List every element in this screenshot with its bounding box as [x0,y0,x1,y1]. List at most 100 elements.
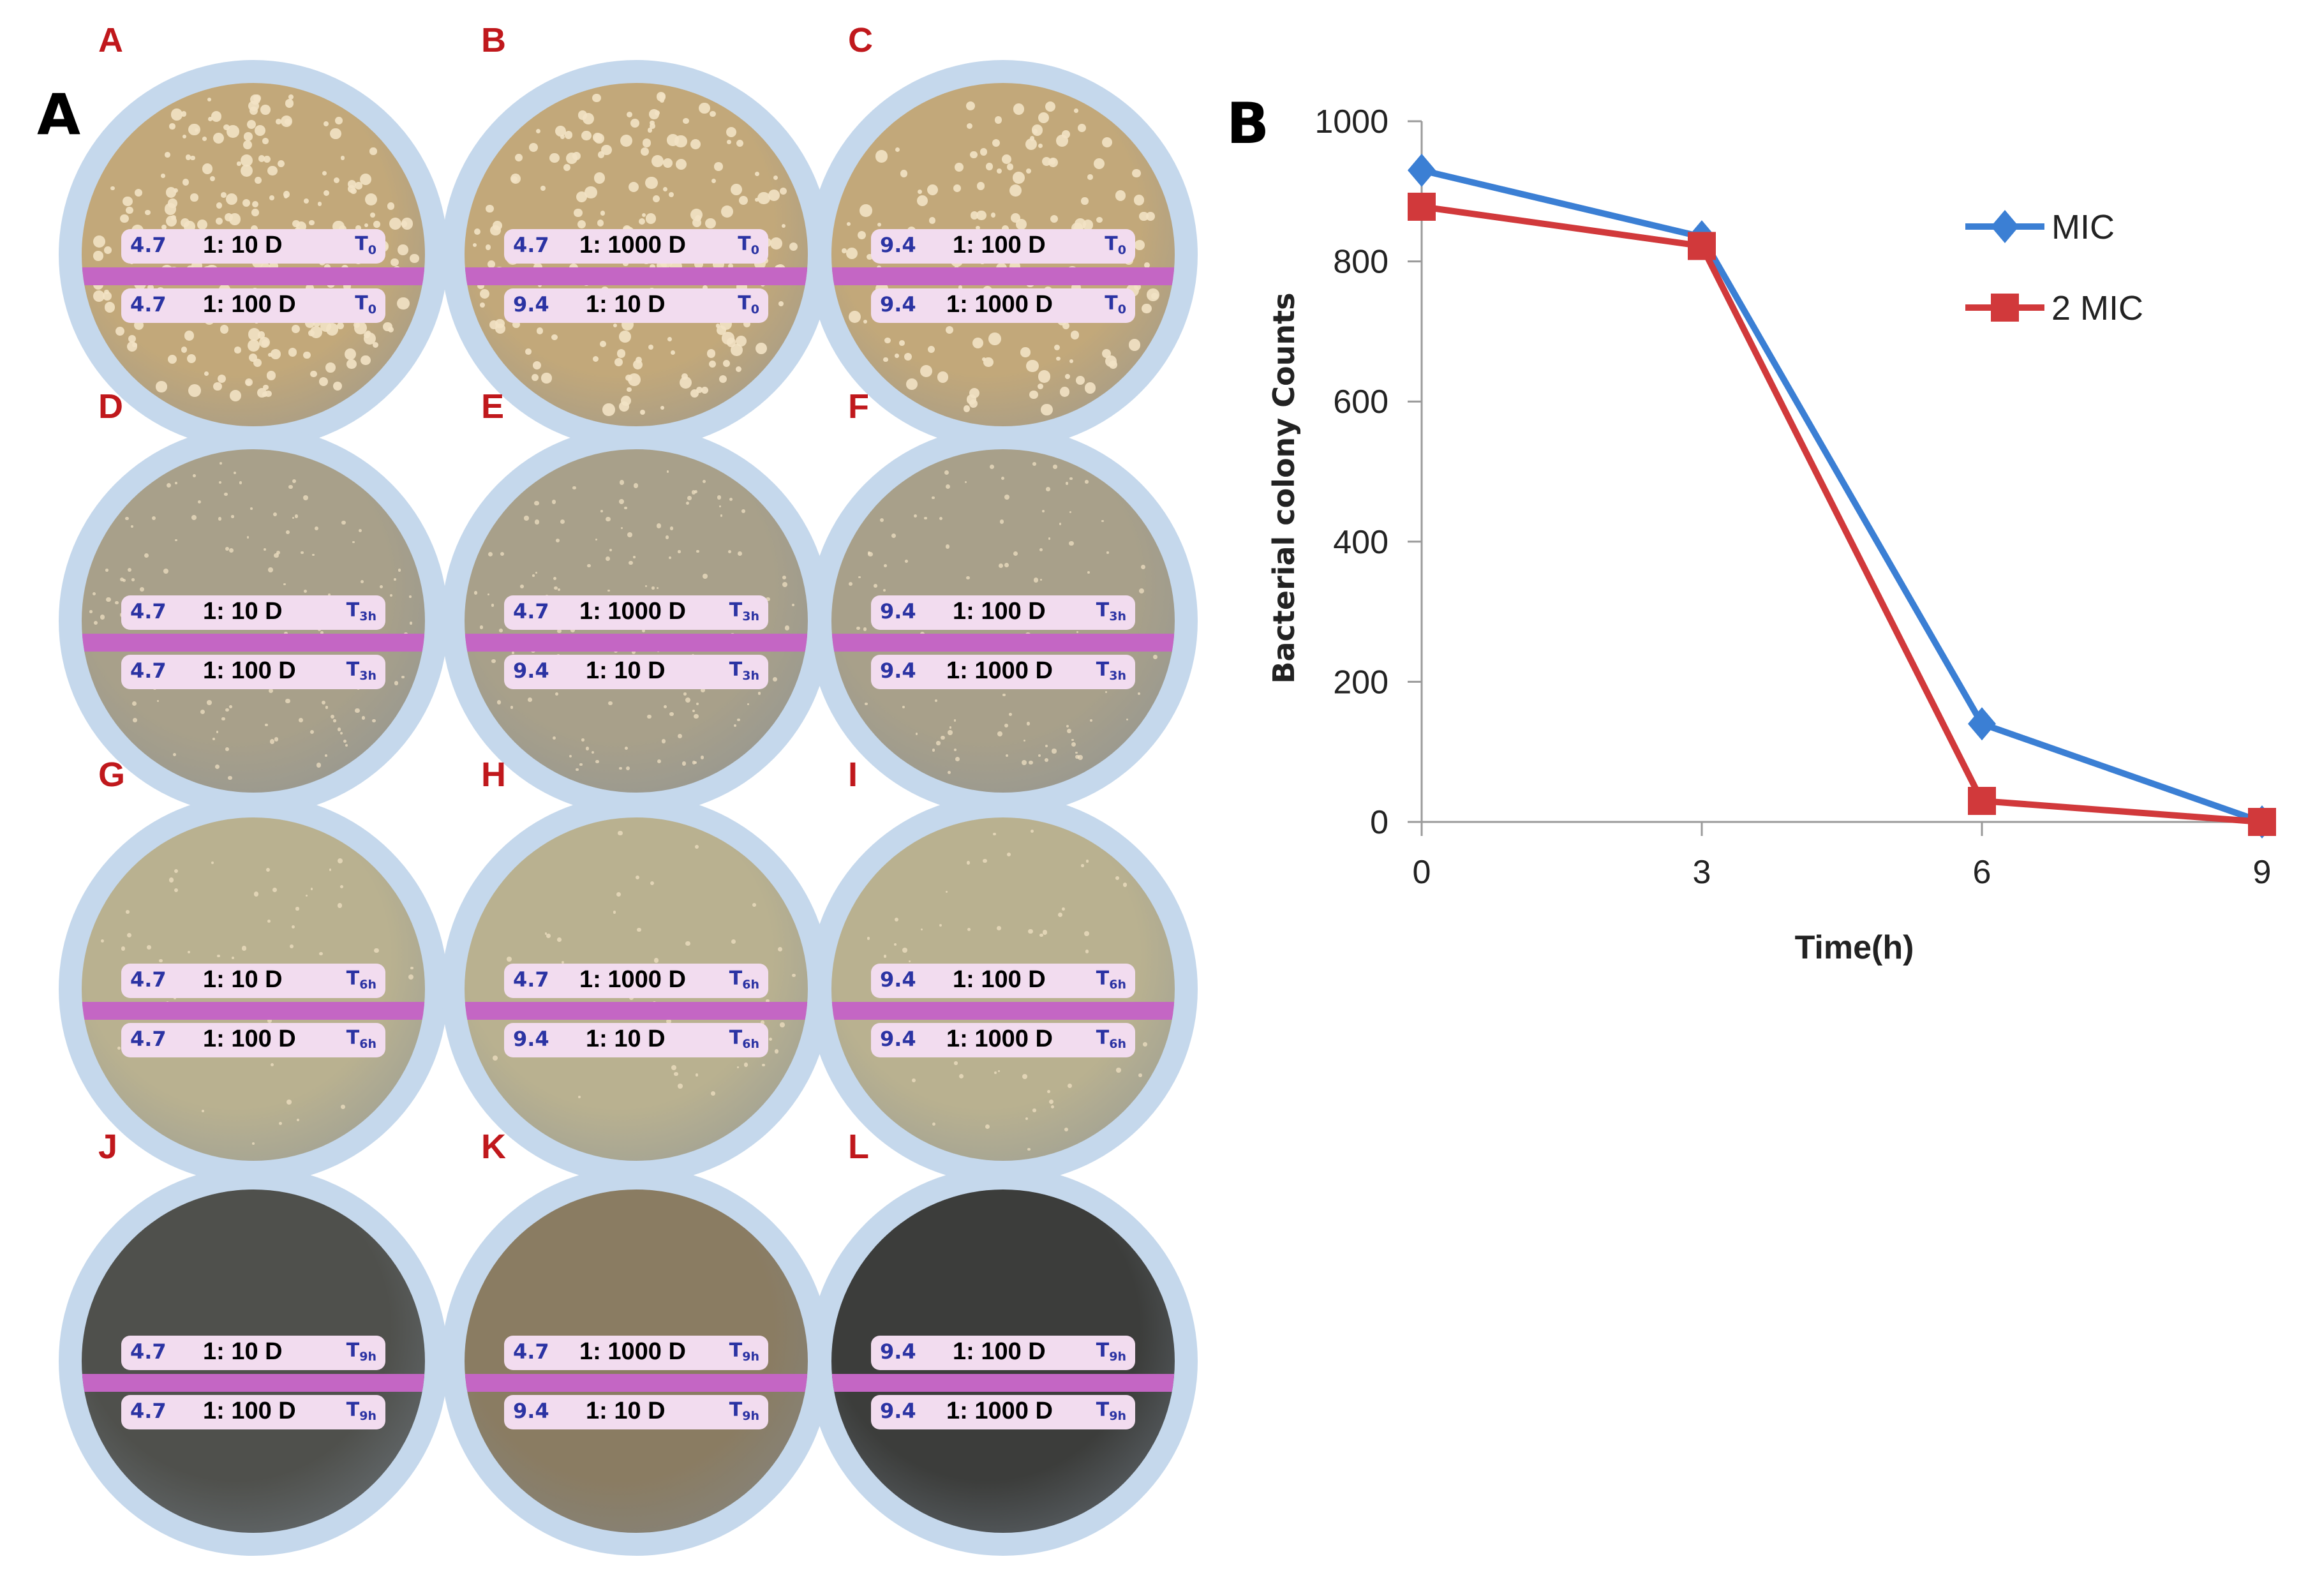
colony [726,126,737,138]
colony [249,94,260,105]
colony [318,202,322,206]
colony [104,246,112,254]
colony [350,188,357,195]
colony [584,186,597,199]
colony [369,147,377,155]
colony [630,118,639,128]
colony [288,94,294,100]
colony [642,138,651,147]
colony [755,171,760,176]
colony [237,161,241,166]
colony [255,125,265,136]
colony [409,253,419,264]
colony [627,111,633,117]
colony [770,237,782,250]
colony [690,138,701,149]
colony [533,361,542,369]
colony [217,374,227,384]
colony [667,134,679,146]
plate-letter: B [481,21,506,59]
x-tick-label: 9 [2253,854,2272,891]
time-label: T0 [355,233,376,257]
colony [197,219,208,230]
colony [640,410,646,415]
colony [288,348,297,357]
colony [276,119,282,124]
colony [401,221,407,227]
colony [398,244,408,255]
colony [161,225,167,230]
colony [266,371,276,380]
colony [265,390,272,398]
colony [181,347,188,353]
colony [270,349,281,359]
colony [340,156,345,160]
colony [668,191,674,198]
x-tick-label: 6 [1973,854,1991,891]
colony [706,349,716,358]
petri-plate: 4.7 1: 10 D T0 4.7 1: 100 D T0 [59,60,448,449]
colony [210,175,216,181]
colony [161,174,166,179]
colony [241,154,253,167]
colony [280,115,292,128]
colony [257,331,265,339]
colony [361,355,371,366]
colony [122,196,133,207]
colony [292,220,300,228]
colony [173,188,178,193]
colony [560,134,565,140]
colony [226,193,238,205]
petri-plate: 4.7 1: 1000 D T0 9.4 1: 10 D T0 [442,60,831,449]
colony [330,128,341,140]
colony [207,98,211,102]
colony [181,111,187,117]
colony [660,98,665,103]
colony [529,142,539,153]
plate-label-bottom: 4.7 1: 100 D T0 [121,288,385,323]
colony [472,242,477,248]
colony [296,221,307,232]
colony [291,324,300,333]
colony [650,264,655,270]
panel-label-b: B [1226,91,1270,156]
colony [627,387,632,392]
colony [283,191,290,198]
colony [625,374,632,382]
colony [364,332,376,345]
y-tick-label: 1000 [1314,103,1388,140]
colony [486,204,494,213]
colony [260,105,271,116]
colony [602,403,615,416]
colony [681,373,689,380]
colony [213,382,222,391]
colony [347,180,357,189]
colony [227,125,239,138]
colony [647,127,653,133]
colony [309,220,315,226]
colony [202,137,207,141]
colony [250,225,258,233]
colony [354,322,367,335]
colony [126,206,133,214]
data-point [1688,232,1716,260]
colony [593,172,605,184]
colony [105,302,115,313]
colony [782,223,786,228]
colony [182,135,187,139]
colony [389,218,402,230]
colony [359,173,372,185]
colony [755,197,759,202]
colony [336,322,345,330]
x-tick-label: 3 [1693,854,1711,891]
colony [711,179,716,184]
ph-value: 4.7 [130,233,167,257]
colony [710,110,716,117]
colony [263,385,269,391]
colony [541,373,552,384]
colony [613,323,618,327]
colony [619,401,630,412]
y-tick-label: 200 [1333,664,1388,701]
colony [620,135,633,147]
colony [755,342,767,354]
